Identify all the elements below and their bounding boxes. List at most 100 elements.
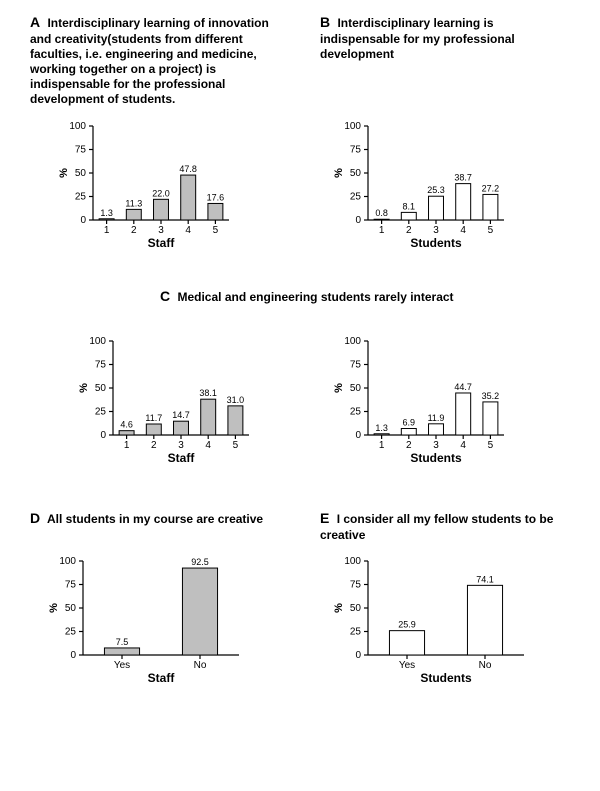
svg-text:2: 2 bbox=[151, 440, 157, 451]
svg-text:75: 75 bbox=[75, 145, 87, 156]
svg-text:100: 100 bbox=[59, 556, 76, 567]
panel-c-title: C Medical and engineering students rarel… bbox=[160, 288, 490, 306]
panel-title-text: Interdisciplinary learning of innovation… bbox=[30, 16, 269, 106]
svg-text:0.8: 0.8 bbox=[375, 208, 388, 218]
svg-text:5: 5 bbox=[213, 225, 219, 236]
svg-text:0: 0 bbox=[70, 650, 76, 661]
svg-text:2: 2 bbox=[406, 225, 412, 236]
svg-text:5: 5 bbox=[233, 440, 239, 451]
svg-text:3: 3 bbox=[178, 440, 184, 451]
panel-title-text: All students in my course are creative bbox=[47, 512, 263, 526]
panel-letter: A bbox=[30, 14, 40, 30]
svg-text:3: 3 bbox=[433, 225, 439, 236]
svg-text:35.2: 35.2 bbox=[482, 391, 500, 401]
svg-text:0: 0 bbox=[355, 650, 361, 661]
svg-text:3: 3 bbox=[433, 440, 439, 451]
svg-text:8.1: 8.1 bbox=[403, 201, 416, 211]
chart-b: 0255075100%10.828.1325.3438.7527.2Studen… bbox=[330, 120, 510, 250]
svg-text:25: 25 bbox=[75, 192, 87, 203]
svg-text:No: No bbox=[479, 660, 492, 671]
svg-text:25: 25 bbox=[65, 627, 77, 638]
svg-text:2: 2 bbox=[131, 225, 137, 236]
svg-text:75: 75 bbox=[350, 145, 362, 156]
chart-c-left: 0255075100%14.6211.7314.7438.1531.0Staff bbox=[75, 335, 255, 465]
svg-text:38.7: 38.7 bbox=[454, 173, 472, 183]
svg-text:100: 100 bbox=[89, 336, 106, 347]
svg-text:100: 100 bbox=[344, 556, 361, 567]
svg-text:50: 50 bbox=[350, 168, 362, 179]
svg-text:25.9: 25.9 bbox=[398, 620, 416, 630]
svg-text:1: 1 bbox=[379, 440, 385, 451]
panel-title-text: Interdisciplinary learning is indispensa… bbox=[320, 16, 515, 61]
svg-text:%: % bbox=[333, 383, 345, 393]
svg-text:2: 2 bbox=[406, 440, 412, 451]
svg-text:0: 0 bbox=[355, 215, 361, 226]
svg-text:5: 5 bbox=[488, 440, 494, 451]
svg-text:100: 100 bbox=[344, 336, 361, 347]
svg-text:11.3: 11.3 bbox=[125, 198, 142, 208]
svg-text:50: 50 bbox=[350, 383, 362, 394]
svg-text:6.9: 6.9 bbox=[403, 418, 416, 428]
svg-text:38.1: 38.1 bbox=[199, 388, 217, 398]
panel-a-title: A Interdisciplinary learning of innovati… bbox=[30, 14, 290, 107]
svg-text:Staff: Staff bbox=[168, 451, 196, 465]
svg-text:%: % bbox=[333, 603, 345, 613]
svg-text:%: % bbox=[333, 168, 345, 178]
svg-text:4.6: 4.6 bbox=[120, 420, 133, 430]
svg-text:4: 4 bbox=[205, 440, 211, 451]
svg-text:44.7: 44.7 bbox=[454, 382, 472, 392]
svg-text:25: 25 bbox=[350, 407, 362, 418]
svg-text:Students: Students bbox=[420, 671, 472, 685]
svg-text:50: 50 bbox=[75, 168, 87, 179]
svg-text:74.1: 74.1 bbox=[476, 574, 494, 584]
chart-a: 0255075100%11.3211.3322.0447.8517.6Staff bbox=[55, 120, 235, 250]
svg-text:75: 75 bbox=[95, 360, 107, 371]
svg-text:27.2: 27.2 bbox=[482, 183, 500, 193]
svg-text:11.7: 11.7 bbox=[145, 413, 162, 423]
svg-text:No: No bbox=[194, 660, 207, 671]
chart-c-right: 0255075100%11.326.9311.9444.7535.2Studen… bbox=[330, 335, 510, 465]
chart-d: 0255075100%Yes7.5No92.5Staff bbox=[45, 555, 245, 685]
svg-text:100: 100 bbox=[344, 121, 361, 132]
svg-text:Staff: Staff bbox=[148, 671, 176, 685]
panel-letter: C bbox=[160, 288, 170, 304]
panel-b-title: B Interdisciplinary learning is indispen… bbox=[320, 14, 570, 62]
svg-text:Staff: Staff bbox=[148, 236, 176, 250]
svg-text:100: 100 bbox=[69, 121, 86, 132]
panel-letter: D bbox=[30, 510, 40, 526]
svg-text:Yes: Yes bbox=[114, 660, 130, 671]
svg-text:11.9: 11.9 bbox=[428, 413, 445, 423]
panel-e-title: E I consider all my fellow students to b… bbox=[320, 510, 580, 543]
svg-text:4: 4 bbox=[460, 225, 466, 236]
svg-text:Students: Students bbox=[410, 451, 462, 465]
panel-title-text: Medical and engineering students rarely … bbox=[177, 290, 453, 304]
svg-text:17.6: 17.6 bbox=[207, 192, 225, 202]
svg-text:0: 0 bbox=[80, 215, 86, 226]
svg-text:%: % bbox=[58, 168, 70, 178]
svg-text:1.3: 1.3 bbox=[100, 208, 113, 218]
svg-text:%: % bbox=[78, 383, 90, 393]
svg-text:25: 25 bbox=[95, 407, 107, 418]
figure-page: { "global": { "ylabel": "%", "ylabel_fon… bbox=[0, 0, 600, 791]
svg-text:25.3: 25.3 bbox=[427, 185, 445, 195]
svg-text:75: 75 bbox=[65, 580, 77, 591]
svg-text:25: 25 bbox=[350, 627, 362, 638]
svg-text:%: % bbox=[48, 603, 60, 613]
svg-text:25: 25 bbox=[350, 192, 362, 203]
svg-text:Students: Students bbox=[410, 236, 462, 250]
svg-text:1: 1 bbox=[124, 440, 130, 451]
svg-text:1.3: 1.3 bbox=[375, 423, 388, 433]
svg-text:1: 1 bbox=[379, 225, 385, 236]
chart-e: 0255075100%Yes25.9No74.1Students bbox=[330, 555, 530, 685]
svg-text:50: 50 bbox=[95, 383, 107, 394]
svg-text:75: 75 bbox=[350, 360, 362, 371]
svg-text:47.8: 47.8 bbox=[179, 164, 197, 174]
svg-text:4: 4 bbox=[460, 440, 466, 451]
svg-text:14.7: 14.7 bbox=[172, 410, 190, 420]
svg-text:3: 3 bbox=[158, 225, 164, 236]
svg-text:Yes: Yes bbox=[399, 660, 415, 671]
svg-text:22.0: 22.0 bbox=[152, 188, 170, 198]
panel-d-title: D All students in my course are creative bbox=[30, 510, 290, 528]
panel-letter: E bbox=[320, 510, 329, 526]
svg-text:75: 75 bbox=[350, 580, 362, 591]
